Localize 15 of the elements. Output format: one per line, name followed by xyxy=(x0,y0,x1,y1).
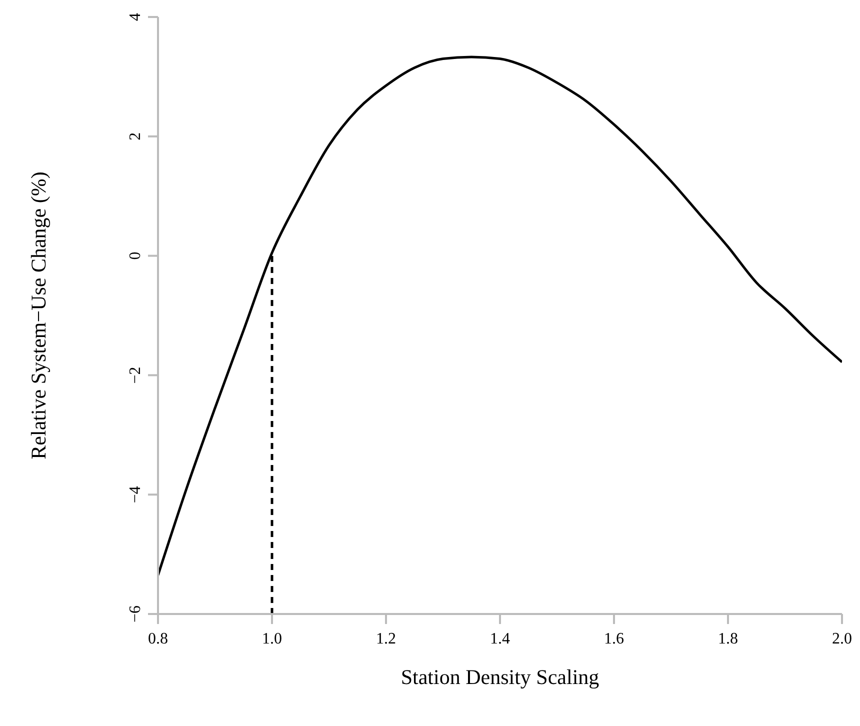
x-tick-label: 1.0 xyxy=(262,630,282,648)
y-tick-label: 2 xyxy=(127,132,144,140)
y-tick-label: 0 xyxy=(127,252,144,260)
x-tick-label: 1.2 xyxy=(376,630,396,648)
y-tick-label: −4 xyxy=(127,486,144,504)
y-axis-title: Relative System−Use Change (%) xyxy=(26,172,50,460)
x-axis-title: Station Density Scaling xyxy=(400,665,600,689)
y-tick-label: −2 xyxy=(127,366,144,384)
x-tick-label: 0.8 xyxy=(148,630,168,648)
x-tick-label: 1.6 xyxy=(604,630,624,648)
x-tick-label: 1.4 xyxy=(490,630,510,648)
y-tick-label: 4 xyxy=(127,13,144,21)
x-tick-label: 2.0 xyxy=(832,630,852,648)
y-tick-label: −6 xyxy=(127,605,144,623)
x-tick-label: 1.8 xyxy=(718,630,738,648)
